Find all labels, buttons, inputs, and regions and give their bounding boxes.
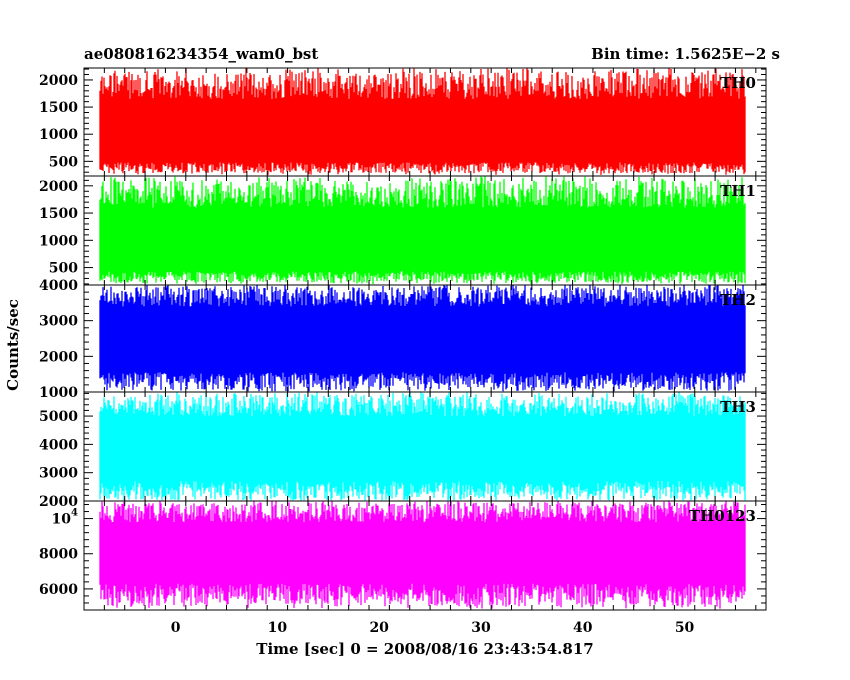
- x-tick-label: 0: [171, 620, 181, 636]
- x-tick-label: 50: [675, 620, 695, 636]
- panel-name-label: TH0123: [689, 507, 756, 525]
- y-tick-label: 2000: [39, 179, 78, 195]
- panel-name-label: TH3: [720, 398, 756, 416]
- panel-frame: [83, 500, 767, 611]
- series-th2: [99, 285, 746, 392]
- y-tick-label: 5000: [39, 409, 78, 425]
- y-tick-label: 6000: [39, 582, 78, 598]
- panel-th1: 500 1000 1500 2000 TH1: [39, 175, 767, 286]
- y-tick-label: 1000: [39, 233, 78, 249]
- y-axis-label: Counts/sec: [4, 299, 22, 391]
- bin-time-label: Bin time: 1.5625E−2 s: [591, 45, 780, 63]
- panel-th3: 2000 3000 4000 5000 TH3: [39, 391, 767, 510]
- x-tick-label: 30: [471, 620, 491, 636]
- panel-name-label: TH1: [720, 182, 756, 200]
- series-th3: [99, 392, 746, 501]
- y-tick-label: 1500: [39, 206, 78, 222]
- x-tick-label: 10: [268, 620, 288, 636]
- y-tick-label: 104: [52, 508, 78, 528]
- y-tick-label: 2000: [39, 349, 78, 365]
- y-tick-label: 2000: [39, 494, 78, 510]
- panel-th0: 500 1000 1500 2000 TH0: [39, 67, 767, 177]
- y-tick-label: 3000: [39, 314, 78, 330]
- y-tick-label: 3000: [39, 466, 78, 482]
- y-tick-label: 8000: [39, 547, 78, 563]
- y-tick-label: 500: [49, 261, 78, 277]
- panel-th0123: 6000 8000 104 TH0123: [39, 500, 767, 611]
- y-tick-label: 4000: [39, 437, 78, 453]
- x-tick-label: 20: [369, 620, 389, 636]
- panels-group: 500 1000 1500 2000 TH0 500 1000 1500 2000 TH1 1000…: [39, 67, 767, 611]
- y-tick-label: 4000: [39, 278, 78, 294]
- chart-title: ae080816234354_wam0_bst: [84, 45, 318, 63]
- y-tick-label: 1500: [39, 100, 78, 116]
- x-axis-ticks: 0 10 20 30 40 50: [171, 620, 695, 636]
- y-tick-exponent: 4: [71, 508, 78, 519]
- panel-name-label: TH0: [720, 74, 756, 92]
- panel-th2: 1000 2000 3000 4000 TH2: [39, 278, 767, 401]
- panel-name-label: TH2: [720, 291, 756, 309]
- x-axis-label: Time [sec] 0 = 2008/08/16 23:43:54.817: [256, 640, 593, 658]
- y-tick-label: 500: [49, 154, 78, 170]
- y-tick-label: 1000: [39, 385, 78, 401]
- y-tick-label: 2000: [39, 73, 78, 89]
- series-th0: [99, 68, 746, 175]
- y-tick-label: 1000: [39, 127, 78, 143]
- x-tick-label: 40: [573, 620, 593, 636]
- series-th0123: [99, 501, 746, 609]
- series-th1: [99, 176, 746, 285]
